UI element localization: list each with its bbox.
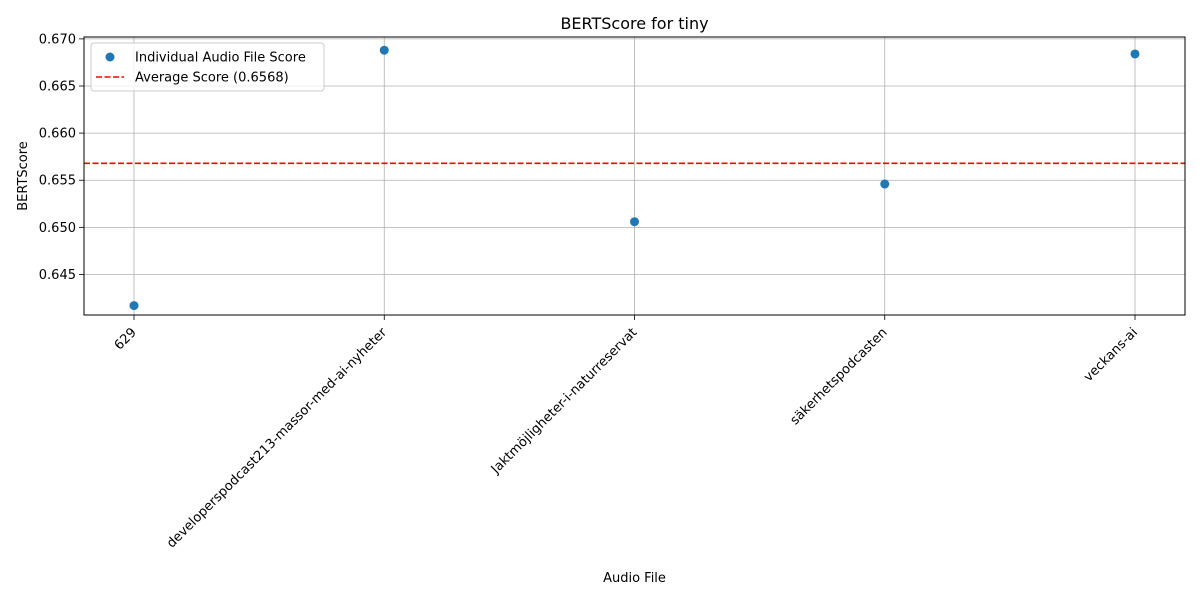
data-point xyxy=(1130,49,1140,59)
chart-title: BERTScore for tiny xyxy=(560,14,708,33)
y-tick-label: 0.665 xyxy=(39,80,76,95)
x-tick-label: veckans-ai xyxy=(1081,325,1141,385)
data-point xyxy=(630,217,639,227)
x-tick-label: Jaktmöjligheter-i-naturreservat xyxy=(488,325,640,477)
legend: Individual Audio File Score Average Scor… xyxy=(90,42,325,92)
points-layer xyxy=(129,45,1140,311)
legend-label-points: Individual Audio File Score xyxy=(135,51,306,66)
y-tick-label: 0.645 xyxy=(39,268,76,283)
y-ticks-layer: 0.645 0.650 0.655 0.660 0.665 0.670 xyxy=(39,32,84,283)
legend-box xyxy=(90,42,325,92)
y-tick-label: 0.655 xyxy=(39,174,76,189)
x-tick-label: säkerhetspodcasten xyxy=(788,325,891,428)
y-axis-label: BERTScore xyxy=(16,141,31,211)
x-tick-label: 629 xyxy=(112,325,140,353)
legend-marker-points xyxy=(105,52,115,62)
legend-label-average: Average Score (0.6568) xyxy=(135,71,289,86)
data-point xyxy=(129,301,139,311)
y-tick-label: 0.670 xyxy=(39,32,76,47)
x-tick-label: developerspodcast213-massor-med-ai-nyhet… xyxy=(164,325,390,551)
y-tick-label: 0.650 xyxy=(39,221,76,236)
y-tick-label: 0.660 xyxy=(39,127,76,142)
x-ticks-layer: 629 developerspodcast213-massor-med-ai-ny… xyxy=(112,315,1141,551)
x-axis-label: Audio File xyxy=(603,571,666,586)
data-point xyxy=(880,179,890,189)
data-point xyxy=(379,45,389,55)
grid-layer xyxy=(84,37,1185,315)
